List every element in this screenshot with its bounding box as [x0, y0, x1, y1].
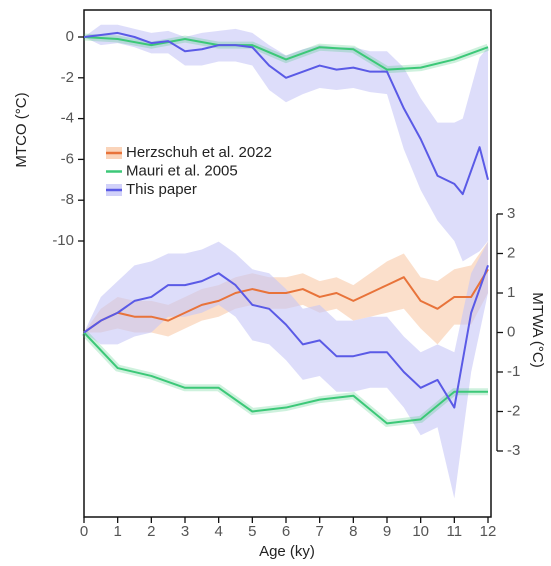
y-tick-label: -8 — [61, 191, 74, 208]
y-axis-title: MTCO (°C) — [13, 92, 30, 167]
y2-axis-title: MTWA (°C) — [529, 292, 546, 367]
x-tick-label: 9 — [383, 523, 391, 540]
x-tick-label: 1 — [113, 523, 121, 540]
x-tick-label: 8 — [349, 523, 357, 540]
y2-tick-label: 0 — [507, 323, 515, 340]
y2-tick-label: -1 — [507, 363, 520, 380]
bands — [84, 24, 488, 499]
x-tick-label: 0 — [80, 523, 88, 540]
lines — [81, 31, 490, 427]
uncertainty-band — [84, 241, 488, 499]
line — [83, 31, 489, 196]
y2-tick-label: 1 — [507, 284, 515, 301]
x-tick-label: 5 — [248, 523, 256, 540]
legend-label: This paper — [126, 181, 197, 198]
legend-label: Mauri et al. 2005 — [126, 162, 238, 179]
x-tick-label: 6 — [282, 523, 290, 540]
x-tick-label: 7 — [315, 523, 323, 540]
y-tick-label: -6 — [61, 150, 74, 167]
line — [83, 268, 489, 334]
x-tick-label: 2 — [147, 523, 155, 540]
legend-label: Herzschuh et al. 2022 — [126, 144, 272, 161]
x-tick-label: 10 — [412, 523, 429, 540]
line — [83, 265, 489, 409]
y2-tick-label: 3 — [507, 205, 515, 222]
plot-frame — [83, 9, 492, 518]
x-axis-title: Age (ky) — [259, 543, 315, 560]
y2-tick-label: -2 — [507, 402, 520, 419]
y2-tick-label: 2 — [507, 244, 515, 261]
uncertainty-band — [84, 24, 488, 262]
y-tick-label: 0 — [66, 28, 74, 45]
x-tick-label: 3 — [181, 523, 189, 540]
line — [83, 36, 489, 71]
x-tick-label: 11 — [447, 523, 463, 540]
y2-tick-label: -3 — [507, 442, 520, 459]
x-tick-label: 4 — [214, 523, 222, 540]
y-tick-label: -4 — [61, 110, 74, 127]
y-tick-label: -2 — [61, 69, 74, 86]
x-tick-label: 12 — [480, 523, 497, 540]
line — [83, 331, 488, 425]
y-tick-label: -10 — [52, 232, 74, 249]
